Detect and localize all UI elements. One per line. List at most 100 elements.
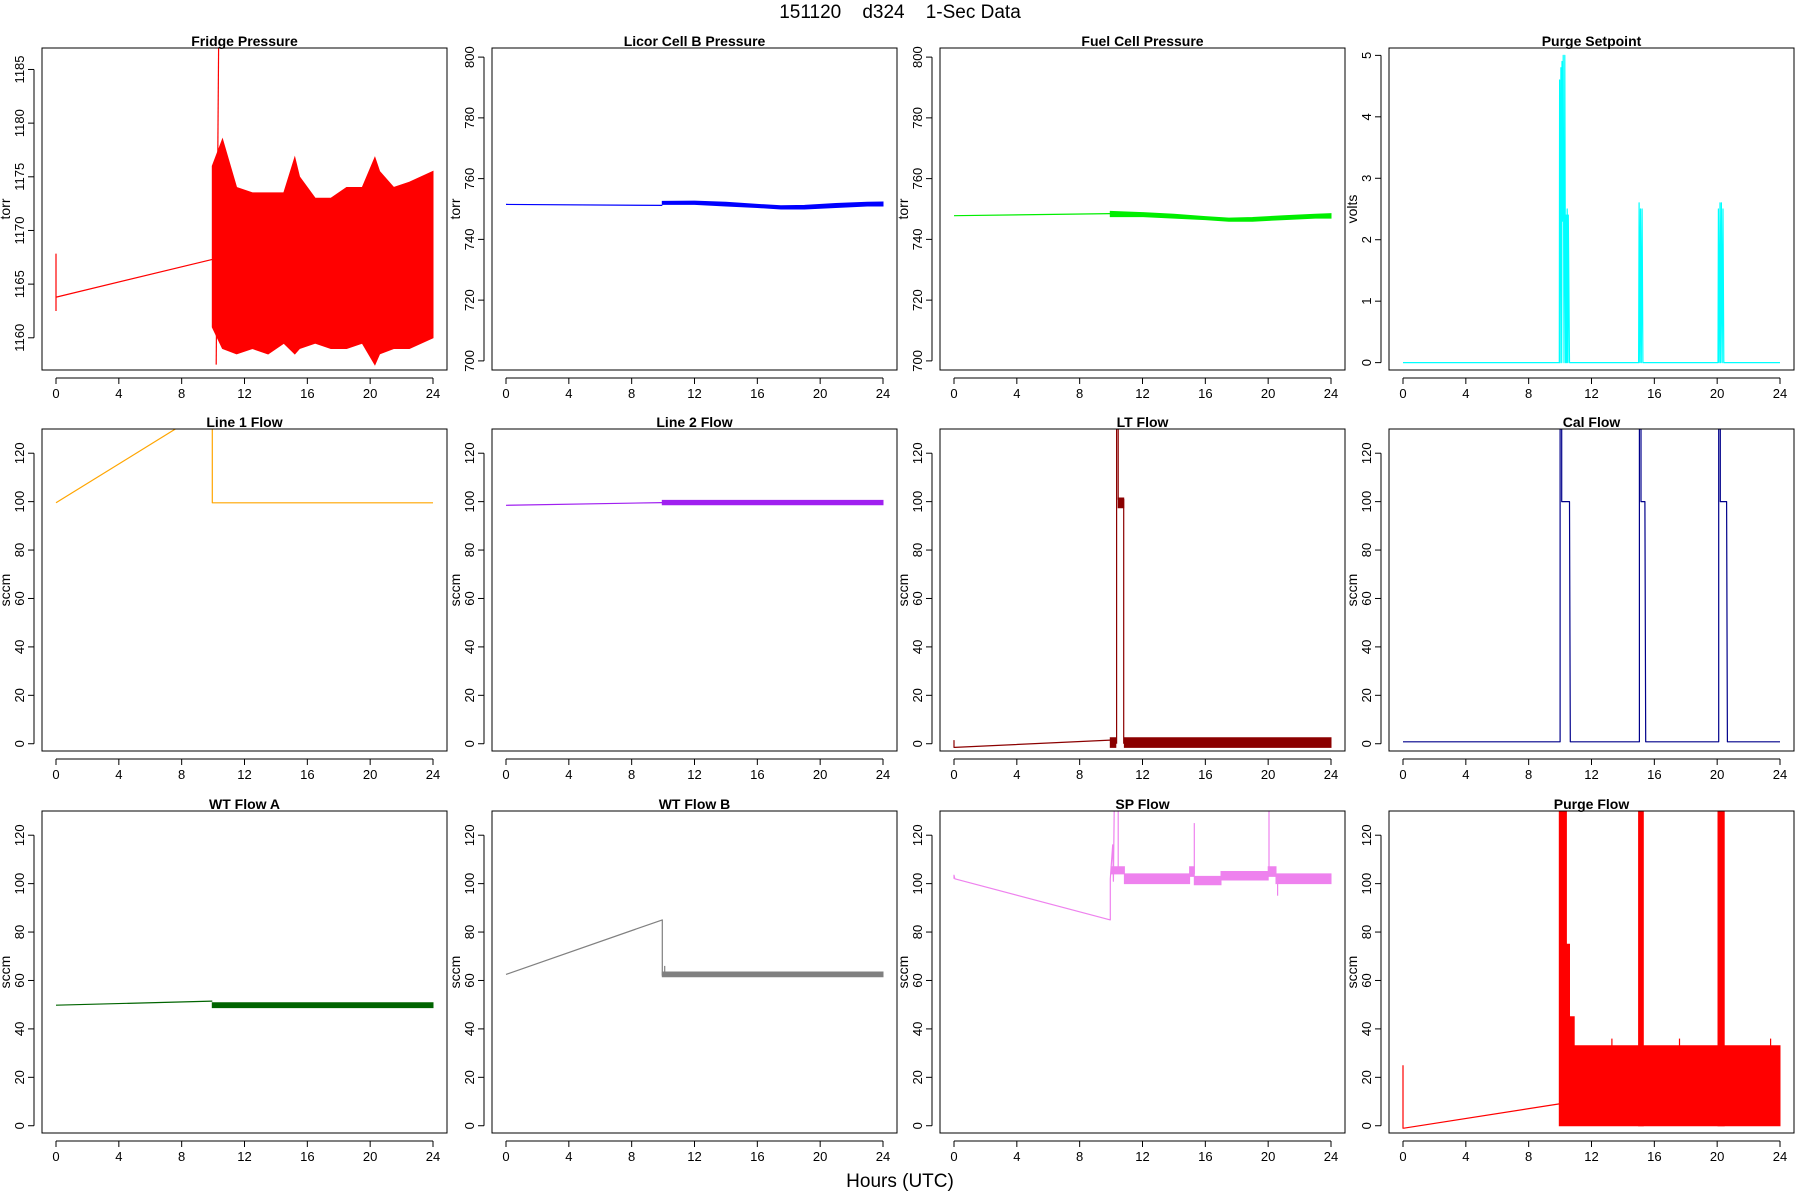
page-title: 151120 d324 1-Sec Data bbox=[779, 2, 1021, 23]
data-band-1 bbox=[661, 499, 884, 506]
plot-frame bbox=[41, 810, 448, 1134]
x-tick-label: 4 bbox=[1462, 767, 1469, 782]
x-tick-label: 12 bbox=[687, 1149, 701, 1164]
y-tick-label: 80 bbox=[12, 925, 27, 939]
y-tick-label: 120 bbox=[910, 442, 925, 464]
panel-5: 0 4 8 12 16 20 24 0 20 40 60 80 100 120 sccm Line 2 Flo… bbox=[447, 414, 898, 782]
data-line-0 bbox=[1403, 54, 1780, 364]
y-tick-label: 0 bbox=[462, 1122, 477, 1129]
y-tick-label: 100 bbox=[1359, 873, 1374, 895]
panel-6: 0 4 8 12 16 20 24 0 20 40 60 80 100 120 sccm LT Flow bbox=[895, 414, 1346, 782]
plot-frame bbox=[939, 428, 1346, 752]
y-tick-label: 100 bbox=[1359, 491, 1374, 513]
x-tick-label: 16 bbox=[750, 767, 764, 782]
y-axis-label: sccm bbox=[0, 574, 13, 607]
x-tick-label: 24 bbox=[876, 767, 890, 782]
x-tick-label: 16 bbox=[1198, 386, 1212, 401]
plot-frame bbox=[491, 47, 898, 371]
y-tick-label: 60 bbox=[910, 973, 925, 987]
shared-x-axis-label: Hours (UTC) bbox=[846, 1171, 954, 1192]
x-tick-label: 20 bbox=[363, 386, 377, 401]
x-tick-label: 4 bbox=[1462, 1149, 1469, 1164]
y-tick-label: 120 bbox=[462, 824, 477, 846]
x-tick-label: 8 bbox=[1076, 386, 1083, 401]
panel-10: 0 4 8 12 16 20 24 0 20 40 60 80 100 120 sccm SP Flow bbox=[895, 796, 1346, 1164]
plot-frame bbox=[1388, 810, 1795, 1134]
data-band-1 bbox=[211, 1002, 434, 1009]
x-tick-label: 4 bbox=[1013, 767, 1020, 782]
data-band-3 bbox=[1117, 497, 1125, 509]
x-tick-label: 20 bbox=[1261, 386, 1275, 401]
panel-8: 0 4 8 12 16 20 24 0 20 40 60 80 100 120 sccm WT Flow A bbox=[0, 796, 448, 1164]
panel-title: Fuel Cell Pressure bbox=[1081, 33, 1203, 49]
y-tick-label: 60 bbox=[910, 591, 925, 605]
y-tick-label: 0 bbox=[1359, 1122, 1374, 1129]
x-tick-label: 16 bbox=[1647, 767, 1661, 782]
y-tick-label: 2 bbox=[1359, 236, 1374, 243]
x-tick-label: 0 bbox=[1399, 1149, 1406, 1164]
panel-data-2 bbox=[953, 210, 1332, 222]
y-tick-label: 100 bbox=[910, 491, 925, 513]
x-tick-label: 4 bbox=[1462, 386, 1469, 401]
y-axis-label: sccm bbox=[447, 574, 463, 607]
y-tick-label: 20 bbox=[910, 688, 925, 702]
x-tick-label: 8 bbox=[1525, 1149, 1532, 1164]
x-tick-label: 12 bbox=[1135, 767, 1149, 782]
x-tick-label: 0 bbox=[950, 386, 957, 401]
x-tick-label: 16 bbox=[750, 1149, 764, 1164]
data-line-0 bbox=[505, 502, 663, 506]
y-axis-label: torr bbox=[447, 198, 463, 219]
y-axis-label: torr bbox=[0, 198, 13, 219]
panel-data-1 bbox=[505, 200, 884, 210]
x-tick-label: 16 bbox=[1647, 1149, 1661, 1164]
x-tick-label: 16 bbox=[1198, 1149, 1212, 1164]
x-tick-label: 0 bbox=[52, 386, 59, 401]
x-tick-label: 20 bbox=[813, 386, 827, 401]
x-tick-label: 0 bbox=[950, 767, 957, 782]
data-band-2 bbox=[211, 137, 434, 366]
y-tick-label: 40 bbox=[910, 1022, 925, 1036]
y-tick-label: 60 bbox=[462, 591, 477, 605]
x-tick-label: 0 bbox=[502, 767, 509, 782]
y-tick-label: 120 bbox=[910, 824, 925, 846]
x-tick-label: 24 bbox=[426, 386, 440, 401]
x-tick-label: 4 bbox=[1013, 386, 1020, 401]
x-tick-label: 12 bbox=[687, 386, 701, 401]
data-band-2 bbox=[1638, 811, 1644, 1127]
data-band-2 bbox=[1123, 866, 1332, 886]
y-tick-label: 120 bbox=[12, 442, 27, 464]
x-tick-label: 8 bbox=[628, 386, 635, 401]
plot-frame bbox=[1388, 47, 1795, 371]
panel-title: Purge Flow bbox=[1554, 796, 1630, 812]
y-tick-label: 0 bbox=[1359, 359, 1374, 366]
data-line-0 bbox=[55, 429, 176, 504]
x-tick-label: 12 bbox=[1584, 1149, 1598, 1164]
x-tick-label: 12 bbox=[1135, 386, 1149, 401]
data-band-1 bbox=[1558, 811, 1781, 1127]
panel-data-3 bbox=[1403, 54, 1780, 364]
y-tick-label: 1180 bbox=[12, 109, 27, 137]
y-tick-label: 20 bbox=[1359, 1070, 1374, 1084]
y-tick-label: 40 bbox=[462, 1022, 477, 1036]
x-tick-label: 20 bbox=[1710, 1149, 1724, 1164]
x-tick-label: 16 bbox=[1647, 386, 1661, 401]
panel-data-11 bbox=[1402, 811, 1781, 1129]
y-tick-label: 60 bbox=[1359, 973, 1374, 987]
panel-data-8 bbox=[55, 1000, 434, 1009]
y-tick-label: 120 bbox=[1359, 824, 1374, 846]
panel-title: LT Flow bbox=[1117, 414, 1169, 430]
y-tick-label: 60 bbox=[462, 973, 477, 987]
x-tick-label: 16 bbox=[300, 386, 314, 401]
panel-title: Fridge Pressure bbox=[191, 33, 298, 49]
panel-data-4 bbox=[55, 429, 433, 504]
y-tick-label: 0 bbox=[910, 1122, 925, 1129]
x-tick-label: 4 bbox=[115, 767, 122, 782]
y-tick-label: 120 bbox=[462, 442, 477, 464]
data-band-4 bbox=[1123, 737, 1332, 748]
y-tick-label: 0 bbox=[462, 740, 477, 747]
x-tick-label: 12 bbox=[1584, 386, 1598, 401]
y-tick-label: 20 bbox=[462, 688, 477, 702]
x-tick-label: 12 bbox=[687, 767, 701, 782]
x-tick-label: 4 bbox=[115, 386, 122, 401]
